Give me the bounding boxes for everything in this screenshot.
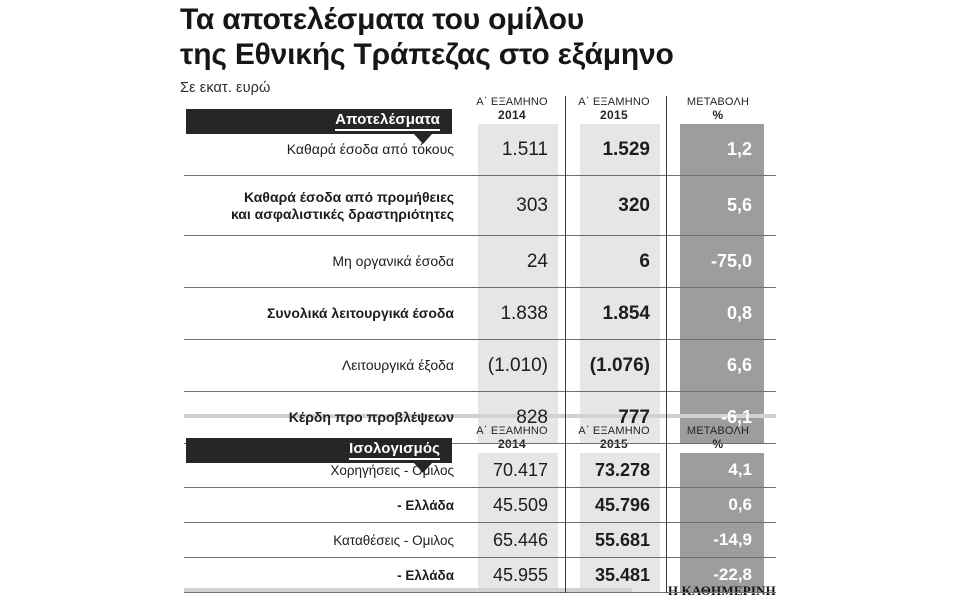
cell-change: 1,2 <box>726 139 752 159</box>
table-row: Καθαρά έσοδα από προμήθειες και ασφαλιστ… <box>184 176 776 236</box>
cell-2014: 1.838 <box>500 302 548 324</box>
value-band-2015 <box>580 453 660 593</box>
column-header-2014: Α΄ ΕΞΑΜΗΝΟ 2014 <box>464 96 560 121</box>
cell-2014: 1.511 <box>501 138 548 160</box>
column-header-change: ΜΕΤΑΒΟΛΗ % <box>668 96 768 121</box>
banner-triangle-icon <box>414 134 432 144</box>
period-label: Α΄ ΕΞΑΜΗΝΟ <box>578 96 650 108</box>
balance-table-body: Χορηγήσεις - Ομιλος 70.417 73.278 4,1 - … <box>184 425 776 593</box>
headline-line-1: Τα αποτελέσματα του ομίλου <box>180 3 585 36</box>
row-label: - Ελλάδα <box>397 567 454 583</box>
results-section-banner: Αποτελέσματα <box>186 109 452 144</box>
cell-change: 5,6 <box>726 195 752 215</box>
cell-2015: (1.076) <box>589 354 650 376</box>
cell-change: -14,9 <box>713 530 752 549</box>
cell-change: -75,0 <box>710 251 752 271</box>
row-label: Μη οργανικά έσοδα <box>332 253 454 269</box>
year-label: 2015 <box>600 107 628 122</box>
column-divider-2 <box>666 425 667 593</box>
column-divider-2 <box>666 96 667 444</box>
cell-2014: 65.446 <box>492 529 548 550</box>
row-label: Καθαρά έσοδα από προμήθειες και ασφαλιστ… <box>184 189 466 223</box>
table-row: Χορηγήσεις - Ομιλος 70.417 73.278 4,1 <box>184 453 776 488</box>
column-divider-1 <box>565 425 566 593</box>
cell-2015: 6 <box>639 250 650 272</box>
value-band-2014 <box>478 124 558 444</box>
period-label: Α΄ ΕΞΑΜΗΝΟ <box>578 425 650 437</box>
balance-table: Α΄ ΕΞΑΜΗΝΟ 2014 Α΄ ΕΞΑΜΗΝΟ 2015 ΜΕΤΑΒΟΛΗ… <box>184 425 776 593</box>
results-column-headers: Α΄ ΕΞΑΜΗΝΟ 2014 Α΄ ΕΞΑΜΗΝΟ 2015 ΜΕΤΑΒΟΛΗ… <box>184 96 776 122</box>
section-divider <box>184 414 776 418</box>
table-row: Συνολικά λειτουργικά έσοδα 1.838 1.854 0… <box>184 288 776 340</box>
table-row: Μη οργανικά έσοδα 24 6 -75,0 <box>184 236 776 288</box>
row-label-line-1: Καθαρά έσοδα από προμήθειες <box>244 188 454 205</box>
period-label: Α΄ ΕΞΑΜΗΝΟ <box>476 96 548 108</box>
balance-section-banner: Ισολογισμός <box>186 438 452 473</box>
page-title: Τα αποτελέσματα του ομίλου της Εθνικής Τ… <box>180 2 780 73</box>
column-header-2015: Α΄ ΕΞΑΜΗΝΟ 2015 <box>566 96 662 121</box>
banner-triangle-icon <box>414 463 432 473</box>
change-band <box>680 124 764 444</box>
title-block: Τα αποτελέσματα του ομίλου της Εθνικής Τ… <box>180 2 780 96</box>
cell-2014: 303 <box>516 194 548 216</box>
period-label: Α΄ ΕΞΑΜΗΝΟ <box>476 425 548 437</box>
row-label: Κέρδη προ προβλέψεων <box>288 409 454 425</box>
balance-banner-label: Ισολογισμός <box>349 441 440 460</box>
row-label: Λειτουργικά έξοδα <box>341 357 454 373</box>
table-row: - Ελλάδα 45.509 45.796 0,6 <box>184 488 776 523</box>
cell-2015: 320 <box>618 194 650 216</box>
year-label: 2014 <box>498 107 526 122</box>
table-row: Καθαρά έσοδα από τόκους 1.511 1.529 1,2 <box>184 124 776 176</box>
cell-2015: 73.278 <box>594 459 650 480</box>
row-label-line-2: και ασφαλιστικές δραστηριότητες <box>230 205 454 222</box>
cell-change: 6,6 <box>726 355 752 375</box>
cell-2014: 45.955 <box>492 564 548 585</box>
footer-rule <box>184 588 632 592</box>
row-label: Καθαρά έσοδα από τόκους <box>286 141 454 157</box>
cell-2015: 777 <box>618 406 650 428</box>
cell-change: 0,6 <box>728 495 752 514</box>
cell-2015: 35.481 <box>594 564 650 585</box>
results-banner-label: Αποτελέσματα <box>335 112 440 131</box>
cell-2014: 70.417 <box>492 459 548 480</box>
publisher-brand: Η ΚΑΘΗΜΕΡΙΝΗ <box>667 583 776 598</box>
column-divider-1 <box>565 96 566 444</box>
cell-2014: (1.010) <box>487 354 548 376</box>
cell-change: -22,8 <box>713 565 752 584</box>
cell-2015: 1.529 <box>602 138 650 160</box>
change-band <box>680 453 764 593</box>
cell-2015: 1.854 <box>602 302 650 324</box>
cell-2014: 45.509 <box>492 494 548 515</box>
results-table-body: Καθαρά έσοδα από τόκους 1.511 1.529 1,2 … <box>184 96 776 444</box>
cell-change: 4,1 <box>728 460 752 479</box>
results-table: Α΄ ΕΞΑΜΗΝΟ 2014 Α΄ ΕΞΑΜΗΝΟ 2015 ΜΕΤΑΒΟΛΗ… <box>184 96 776 444</box>
change-label: ΜΕΤΑΒΟΛΗ <box>686 96 750 108</box>
change-unit: % <box>712 107 724 122</box>
value-band-2014 <box>478 453 558 593</box>
table-row: Καταθέσεις - Ομιλος 65.446 55.681 -14,9 <box>184 523 776 558</box>
value-band-2015 <box>580 124 660 444</box>
cell-2014: 24 <box>526 250 548 272</box>
cell-change: -6,1 <box>720 407 752 427</box>
row-label: Καταθέσεις - Ομιλος <box>333 532 454 548</box>
headline-line-2: της Εθνικής Τράπεζας στο εξάμηνο <box>180 38 674 72</box>
footer: Η ΚΑΘΗΜΕΡΙΝΗ <box>184 583 776 598</box>
row-label: - Ελλάδα <box>397 497 454 513</box>
cell-2015: 45.796 <box>594 494 650 515</box>
cell-change: 0,8 <box>726 303 752 323</box>
table-row: Λειτουργικά έξοδα (1.010) (1.076) 6,6 <box>184 340 776 392</box>
change-label: ΜΕΤΑΒΟΛΗ <box>686 425 750 437</box>
row-label: Συνολικά λειτουργικά έσοδα <box>267 305 454 321</box>
cell-2015: 55.681 <box>594 529 650 550</box>
subtitle-units: Σε εκατ. ευρώ <box>180 79 271 96</box>
cell-2014: 828 <box>516 406 548 428</box>
table-row: Κέρδη προ προβλέψεων 828 777 -6,1 <box>184 392 776 444</box>
table-row: - Ελλάδα 45.955 35.481 -22,8 <box>184 558 776 593</box>
